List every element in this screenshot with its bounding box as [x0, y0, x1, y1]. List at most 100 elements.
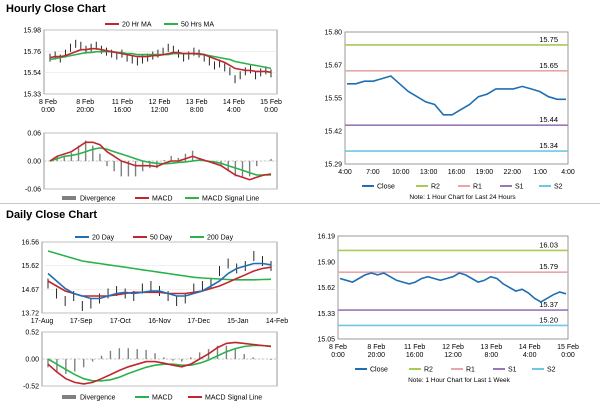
- hourly-levels-legend-label: R2: [431, 184, 440, 191]
- daily-levels-legend-label: Close: [370, 367, 388, 374]
- hourly-macd-y-tick: -0.06: [25, 187, 41, 194]
- daily-x-tick: 17-Dec: [187, 318, 210, 325]
- daily-section-title: Daily Close Chart: [6, 209, 98, 221]
- legend-50-day-label: 50 Day: [150, 235, 173, 242]
- daily-levels-legend-label: R1: [466, 367, 475, 374]
- hourly-levels-y-tick: 15.29: [324, 162, 342, 169]
- ma50-day-line: [47, 266, 272, 297]
- daily-price-y-tick: 15.62: [21, 263, 39, 270]
- daily-price-plot: [41, 241, 278, 314]
- hourly-x-tick: 0:00: [41, 107, 55, 114]
- daily-x-tick: 17-Aug: [31, 318, 54, 325]
- daily-levels-x-tick: 8:00: [485, 352, 499, 359]
- hourly-levels-legend-label: S2: [554, 184, 563, 191]
- hourly-price-plot: [43, 29, 278, 95]
- hourly-levels-legend-label: S1: [515, 184, 524, 191]
- daily-levels-legend-label: S1: [508, 367, 517, 374]
- daily-levels-x-tick: 8 Feb: [367, 344, 385, 351]
- daily-macd-line: [47, 341, 272, 385]
- ma20-line: [49, 47, 272, 74]
- hourly-x-tick: 12:00: [151, 107, 169, 114]
- legend-daily-macd-signal-label: MACD Signal Line: [205, 395, 262, 402]
- daily-price-y-tick: 16.56: [21, 240, 39, 247]
- ma20-day-line: [47, 262, 272, 300]
- daily-price-y-tick: 13.72: [21, 311, 39, 318]
- hourly-x-tick: 0:00: [264, 107, 278, 114]
- daily-levels-y-tick: 15.05: [317, 337, 335, 344]
- hourly-levels-x-tick: 4:00: [561, 169, 575, 176]
- hourly-x-tick: 12 Feb: [149, 99, 171, 106]
- daily-levels-x-tick: 0:00: [331, 352, 345, 359]
- daily-levels-y-tick: 15.90: [317, 259, 335, 266]
- daily-levels-x-tick: 12 Feb: [442, 344, 464, 351]
- hourly-levels-y-tick: 15.67: [324, 63, 342, 70]
- hourly-price-y-tick: 15.33: [23, 92, 41, 99]
- hourly-levels-level-label-r2: 15.75: [539, 35, 558, 44]
- daily-macd-y-tick: 0.52: [25, 330, 39, 337]
- legend-macd-signal-label: MACD Signal Line: [202, 196, 259, 203]
- legend-20hr-ma-label: 20 Hr MA: [122, 22, 152, 29]
- hourly-x-tick: 8 Feb: [39, 99, 57, 106]
- hourly-levels-close-line: [347, 75, 566, 116]
- daily-levels-legend-label: R2: [424, 367, 433, 374]
- daily-levels-x-tick: 15 Feb: [557, 344, 579, 351]
- daily-levels-x-tick: 8 Feb: [329, 344, 347, 351]
- daily-levels-x-tick: 4:00: [523, 352, 537, 359]
- hourly-x-tick: 13 Feb: [186, 99, 208, 106]
- daily-macd-y-tick: 0.00: [25, 357, 39, 364]
- daily-x-tick: 16-Nov: [148, 318, 171, 325]
- daily-levels-note: Note: 1 Hour Chart for Last 1 Week: [408, 377, 511, 384]
- macd-signal-line: [49, 147, 271, 176]
- daily-price-y-tick: 14.67: [21, 287, 39, 294]
- daily-levels-y-tick: 15.33: [317, 311, 335, 318]
- hourly-levels-x-tick: 13:00: [420, 169, 438, 176]
- hourly-levels-y-tick: 15.80: [324, 30, 342, 37]
- hourly-levels-x-tick: 22:00: [503, 169, 521, 176]
- hourly-price-y-tick: 15.54: [23, 70, 41, 77]
- hourly-levels-legend-label: Close: [377, 184, 395, 191]
- daily-x-tick: 17-Oct: [110, 318, 131, 325]
- daily-x-tick: 14-Feb: [266, 318, 288, 325]
- legend-daily-divergence-label: Divergence: [80, 395, 116, 402]
- hourly-x-tick: 8:00: [190, 107, 204, 114]
- hourly-price-y-tick: 15.98: [23, 28, 41, 35]
- daily-levels-level-label-r1: 15.79: [539, 262, 558, 271]
- legend-200-day-label: 200 Day: [207, 235, 234, 242]
- daily-levels-level-label-s1: 15.37: [539, 300, 558, 309]
- daily-levels-legend-label: S2: [547, 367, 556, 374]
- hourly-levels-x-tick: 10:00: [392, 169, 410, 176]
- hourly-x-tick: 14 Feb: [223, 99, 245, 106]
- macd-line: [49, 141, 272, 181]
- hourly-levels-level-label-s1: 15.44: [539, 115, 558, 124]
- hourly-x-tick: 11 Feb: [112, 99, 133, 106]
- legend-daily-macd-label: MACD: [152, 395, 173, 402]
- hourly-levels-x-tick: 19:00: [476, 169, 494, 176]
- hourly-x-tick: 8 Feb: [76, 99, 94, 106]
- daily-levels-y-tick: 15.62: [317, 285, 335, 292]
- daily-macd-signal-line: [47, 344, 272, 382]
- legend-divergence-label: Divergence: [80, 196, 116, 203]
- daily-levels-x-tick: 16:00: [406, 352, 424, 359]
- hourly-levels-plot: [344, 31, 569, 165]
- daily-levels-x-tick: 11 Feb: [404, 344, 425, 351]
- daily-levels-level-label-s2: 15.20: [539, 315, 558, 324]
- daily-levels-y-tick: 16.19: [317, 234, 335, 241]
- daily-x-tick: 17-Sep: [70, 318, 93, 325]
- hourly-levels-y-tick: 15.42: [324, 129, 342, 136]
- hourly-levels-legend-label: R1: [473, 184, 482, 191]
- hourly-levels-x-tick: 16:00: [448, 169, 466, 176]
- hourly-x-tick: 16:00: [114, 107, 132, 114]
- daily-levels-x-tick: 0:00: [561, 352, 575, 359]
- hourly-levels-note: Note: 1 Hour Chart for Last 24 Hours: [409, 194, 516, 201]
- hourly-levels-level-label-s2: 15.34: [539, 141, 558, 150]
- section-divider: [0, 203, 600, 204]
- hourly-x-tick: 20:00: [76, 107, 94, 114]
- daily-levels-x-tick: 13 Feb: [480, 344, 502, 351]
- hourly-levels-x-tick: 4:00: [338, 169, 352, 176]
- hourly-macd-y-tick: 0.06: [27, 131, 41, 138]
- daily-levels-plot: [337, 235, 569, 340]
- hourly-levels-y-tick: 15.55: [324, 96, 342, 103]
- hourly-section-title: Hourly Close Chart: [6, 3, 106, 15]
- daily-levels-x-tick: 20:00: [368, 352, 386, 359]
- hourly-macd-y-tick: 0.00: [27, 159, 41, 166]
